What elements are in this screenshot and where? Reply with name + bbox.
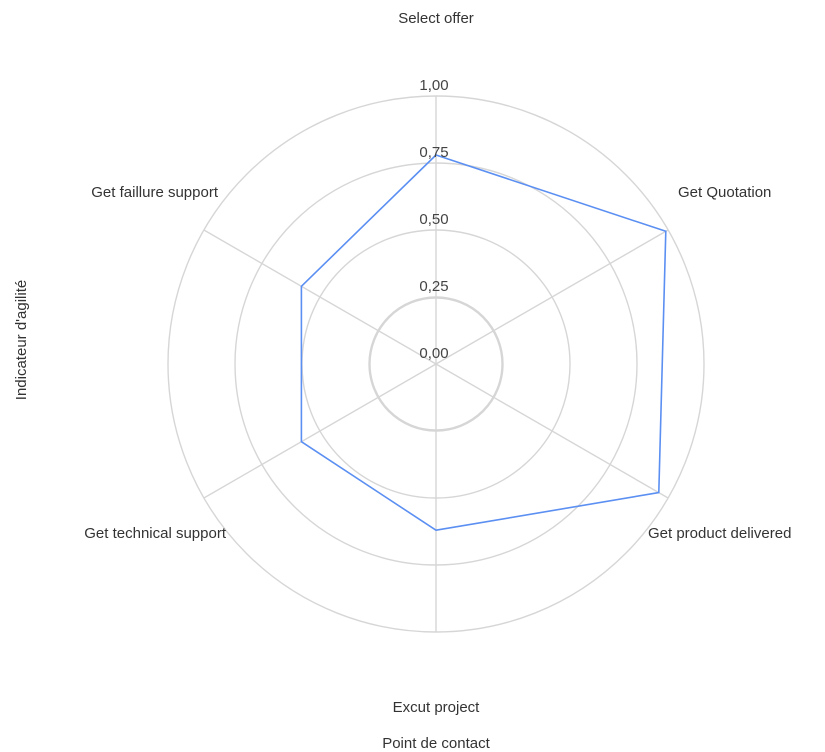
category-label: Select offer — [398, 10, 474, 27]
radial-tick-label: 0,25 — [419, 278, 448, 295]
x-axis-title: Point de contact — [382, 735, 490, 752]
radial-tick-label: 0,50 — [419, 211, 448, 228]
radial-tick-labels: 0,00 0,25 0,50 0,75 1,00 — [419, 77, 448, 362]
radial-tick-label: 0,00 — [419, 345, 448, 362]
radial-spoke — [435, 363, 669, 499]
category-label: Get faillure support — [91, 184, 219, 201]
category-label: Get Quotation — [678, 184, 771, 201]
radial-tick-label: 1,00 — [419, 77, 448, 94]
radial-spoke — [435, 229, 669, 365]
radial-spoke — [203, 363, 437, 499]
radial-spoke — [203, 229, 437, 365]
series-line — [300, 154, 667, 531]
y-axis-title: Indicateur d'agilité — [13, 280, 30, 400]
category-label: Get technical support — [84, 525, 227, 542]
radial-tick-label: 0,75 — [419, 144, 448, 161]
radar-grid — [167, 95, 705, 633]
category-labels: Select offer Get Quotation Get product del… — [84, 10, 791, 716]
category-label: Get product delivered — [648, 525, 791, 542]
category-label: Excut project — [393, 699, 481, 716]
radar-series-layer — [300, 154, 667, 531]
